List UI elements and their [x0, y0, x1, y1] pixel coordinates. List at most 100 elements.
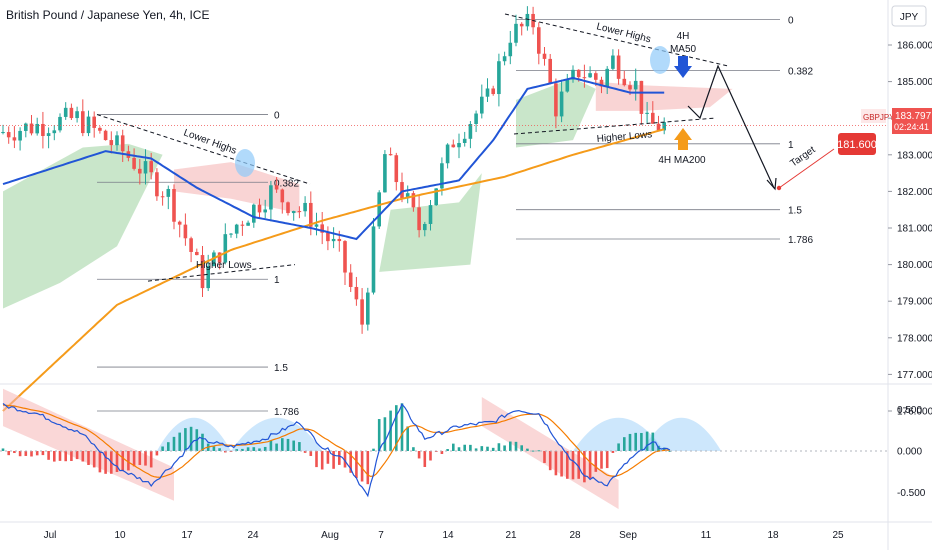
macd-histogram-bar: [64, 451, 67, 462]
time-tick-label: Jul: [44, 530, 57, 541]
macd-histogram-bar: [594, 451, 598, 472]
candle-body: [86, 116, 91, 134]
candle-body: [166, 188, 171, 197]
time-tick-label: 10: [114, 530, 126, 541]
price-tag: [892, 108, 932, 134]
candle-body: [497, 61, 501, 95]
higher-lows-trendline-left: [147, 264, 296, 282]
candle-body: [605, 68, 609, 87]
currency-label: JPY: [900, 12, 919, 23]
macd-histogram-bar: [326, 451, 330, 464]
fib-left-label: 1.786: [274, 407, 299, 418]
macd-histogram-bar: [298, 442, 301, 451]
macd-histogram-bar: [138, 451, 142, 465]
macd-histogram-bar: [24, 451, 28, 456]
candle-body: [599, 79, 604, 87]
moving-averages: [2, 76, 665, 412]
lower-highs-trendline-left: [96, 114, 311, 185]
macd-histogram-bar: [463, 444, 466, 451]
macd-histogram-bar: [155, 451, 159, 456]
macd-histogram-bar: [469, 444, 472, 451]
currency-button[interactable]: [891, 5, 927, 27]
macd-histogram-bar: [526, 448, 529, 451]
macd-histogram-bar: [241, 448, 244, 451]
candle-body: [633, 80, 638, 90]
time-tick-label: 14: [442, 530, 454, 541]
macd-histogram-bar: [35, 451, 39, 456]
candle-body: [189, 238, 193, 252]
candle-body: [565, 79, 570, 92]
candle-body: [354, 286, 359, 300]
fib-left-label: 0: [274, 111, 280, 122]
candle-body: [314, 224, 319, 227]
macd-histogram-bar: [389, 410, 392, 451]
macd-tick-label: -0.500: [897, 488, 926, 499]
price-tick-label: 182.000: [897, 187, 932, 198]
candle-body: [485, 88, 490, 97]
fib-right-label: 1.786: [788, 235, 813, 246]
price-tick-label: 186.000: [897, 41, 932, 52]
macd-histogram-bar: [417, 451, 421, 459]
time-tick-label: 25: [832, 530, 844, 541]
candle-body: [257, 204, 262, 213]
macd-histogram-bar: [600, 451, 603, 469]
candle-body: [103, 130, 108, 141]
candle-body: [229, 233, 233, 235]
macd-histogram-bar: [167, 442, 170, 451]
macd-histogram-bar: [18, 451, 22, 457]
fib-left-label: 1.5: [274, 363, 288, 374]
macd-histogram-bar: [98, 451, 102, 473]
macd-histogram-bar: [440, 451, 444, 454]
macd-histogram-bar: [332, 451, 335, 469]
price-tick-label: 178.000: [897, 333, 932, 344]
fib-right-label: 1: [788, 140, 794, 151]
macd-histogram-bar: [132, 451, 136, 467]
candle-body: [445, 144, 450, 164]
candle-body: [628, 85, 632, 90]
candle-body: [155, 172, 159, 197]
macd-histogram-bar: [497, 443, 501, 451]
candle-body: [120, 135, 125, 152]
macd-histogram-bar: [400, 403, 404, 451]
macd-histogram-bar: [366, 451, 370, 485]
macd-histogram-bar: [645, 431, 649, 451]
macd-histogram-bar: [41, 451, 45, 456]
candle-body: [548, 58, 552, 84]
macd-histogram-bar: [355, 451, 358, 479]
candle-body: [92, 116, 96, 128]
ma200-label: 4H MA200: [658, 155, 706, 166]
candle-body: [18, 130, 22, 141]
candle-body: [611, 55, 615, 69]
macd-histogram-bar: [81, 451, 85, 462]
time-tick-label: Aug: [321, 530, 339, 541]
macd-histogram-bar: [343, 451, 347, 468]
fib-right-label: 1.5: [788, 206, 802, 217]
candle-body: [491, 88, 495, 95]
candle-body: [576, 69, 581, 78]
macd-histogram-bar: [275, 443, 278, 451]
lower-highs-trendline-right: [504, 13, 729, 67]
candle-body: [234, 224, 239, 234]
macd-histogram-bar: [184, 428, 187, 451]
candle-body: [69, 107, 74, 119]
macd-histogram-bar: [1, 448, 5, 451]
candle-body: [582, 77, 587, 79]
macd-histogram-bar: [583, 451, 586, 483]
macd-histogram-bar: [252, 447, 256, 451]
ma50-line: [2, 76, 665, 241]
macd-histogram-bar: [30, 451, 33, 457]
price-tick-label: 177.000: [897, 370, 932, 381]
fibonacci-levels: 0 0.382 1 1.5 1.786 0 0.382 1 1.5 1.786: [97, 15, 813, 418]
macd-histogram-bar: [640, 432, 643, 451]
candle-body: [183, 224, 188, 239]
macd-histogram-bar: [315, 451, 318, 468]
candle-body: [58, 116, 62, 131]
ma50-arrow-icon: [674, 56, 692, 78]
current-price-badge: GBPJPY 183.797 02:24:41: [861, 108, 932, 134]
macd-histogram-bar: [537, 450, 541, 452]
candle-body: [525, 13, 530, 27]
candle-body: [269, 185, 273, 210]
macd-histogram-bar: [372, 448, 375, 451]
macd-histogram-bar: [543, 451, 546, 463]
